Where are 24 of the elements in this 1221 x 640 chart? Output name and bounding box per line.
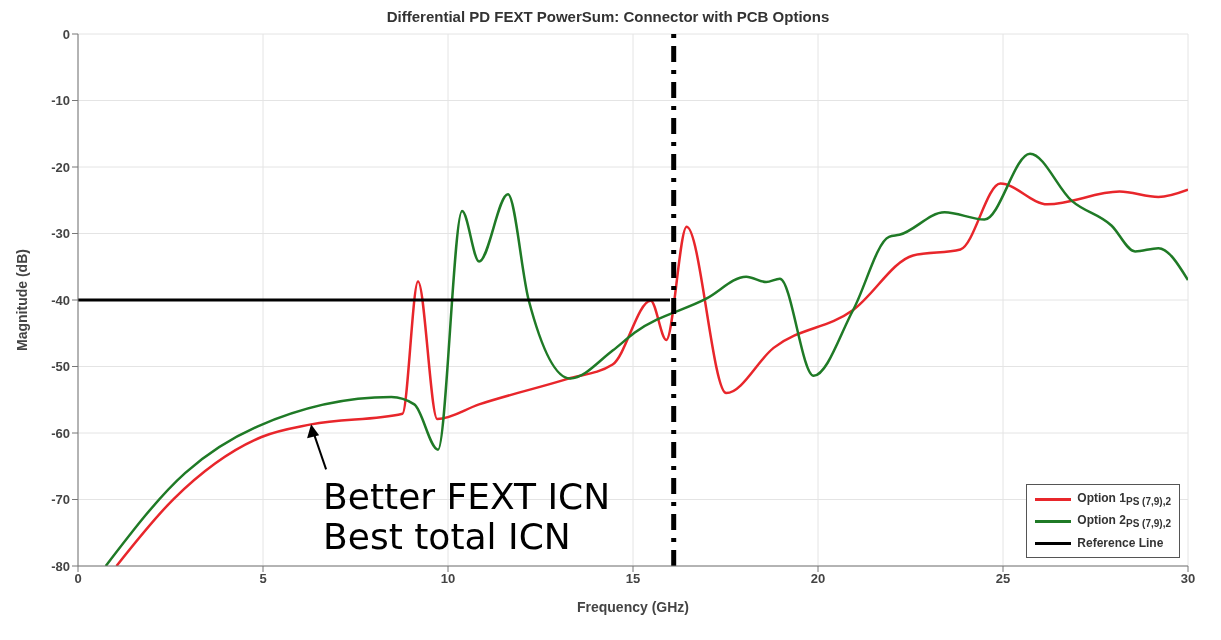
- annotation: Best total ICN: [323, 516, 571, 558]
- y-tick-label: -30: [51, 226, 70, 242]
- y-axis-title: Magnitude (dB): [13, 249, 30, 351]
- annotation: Better FEXT ICN: [323, 476, 611, 518]
- y-tick-label: -10: [51, 93, 70, 109]
- x-tick-label: 0: [74, 571, 82, 587]
- x-tick-label: 10: [440, 571, 456, 587]
- y-tick-label: -70: [51, 492, 70, 508]
- x-tick-label: 25: [995, 571, 1011, 587]
- y-tick-label: 0: [62, 26, 70, 42]
- legend-label: Option 1$_{PS (7,9),2}$: [1077, 490, 1171, 508]
- x-tick-label: 20: [810, 571, 826, 587]
- x-tick-label: 30: [1180, 571, 1196, 587]
- y-tick-label: -60: [51, 425, 70, 441]
- chart-title: Differential PD FEXT PowerSum: Connector with PCB Options: [385, 8, 831, 26]
- x-axis-title: Frequency (GHz): [576, 599, 690, 615]
- x-tick-label: 5: [259, 571, 267, 587]
- legend-label: Reference Line: [1077, 536, 1164, 550]
- legend-label: Option 2$_{PS (7,9),2}$: [1077, 512, 1171, 530]
- y-tick-label: -20: [51, 159, 70, 175]
- y-tick-label: -40: [51, 292, 70, 308]
- x-tick-label: 15: [625, 571, 641, 587]
- y-tick-label: -80: [51, 558, 70, 574]
- y-tick-label: -50: [51, 359, 70, 375]
